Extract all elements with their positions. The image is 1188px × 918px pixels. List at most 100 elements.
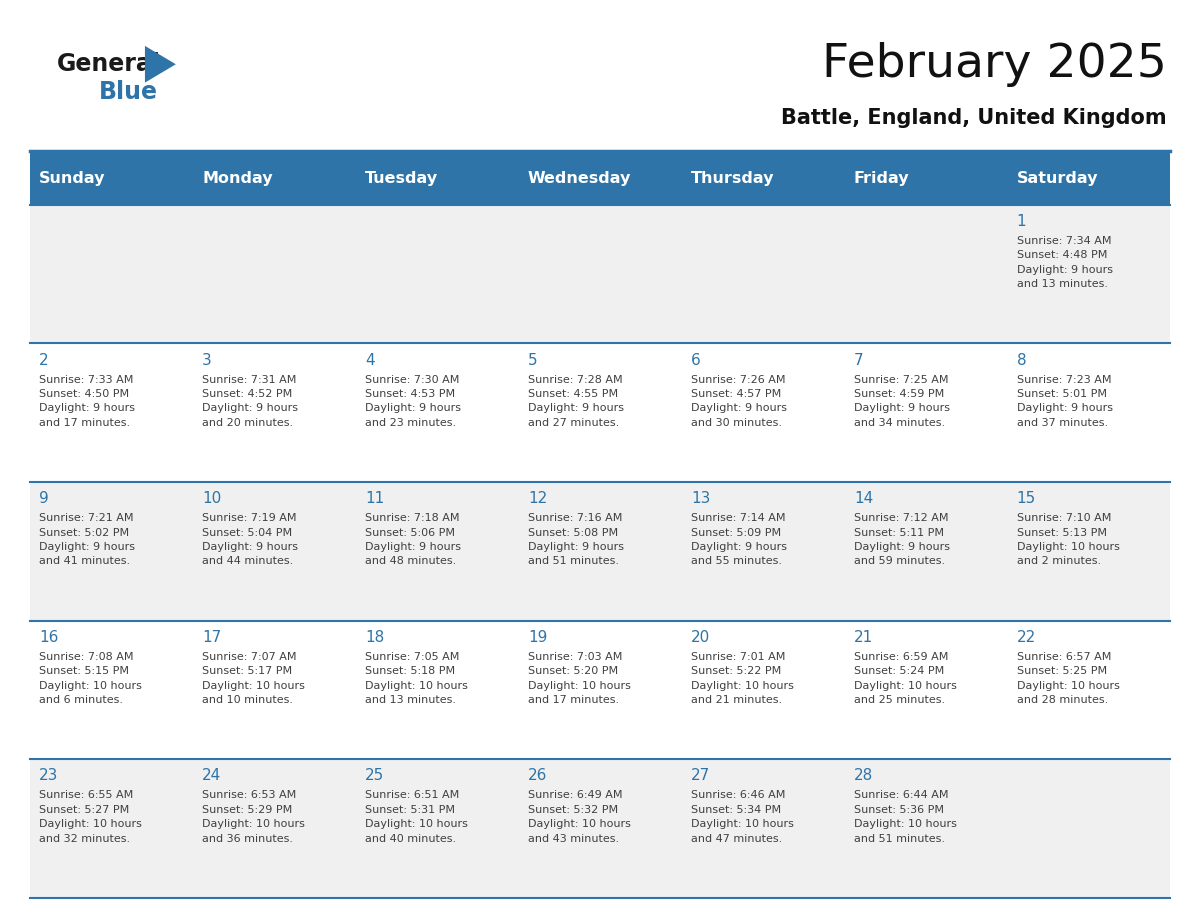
Text: Sunrise: 6:44 AM
Sunset: 5:36 PM
Daylight: 10 hours
and 51 minutes.: Sunrise: 6:44 AM Sunset: 5:36 PM Dayligh…: [854, 790, 956, 844]
Text: Blue: Blue: [99, 80, 158, 104]
FancyBboxPatch shape: [845, 482, 1007, 621]
Text: 28: 28: [854, 768, 873, 783]
Text: 21: 21: [854, 630, 873, 644]
FancyBboxPatch shape: [30, 759, 192, 898]
Text: Sunrise: 6:49 AM
Sunset: 5:32 PM
Daylight: 10 hours
and 43 minutes.: Sunrise: 6:49 AM Sunset: 5:32 PM Dayligh…: [527, 790, 631, 844]
FancyBboxPatch shape: [1007, 621, 1170, 759]
Text: 2: 2: [39, 353, 49, 367]
Text: Sunrise: 6:55 AM
Sunset: 5:27 PM
Daylight: 10 hours
and 32 minutes.: Sunrise: 6:55 AM Sunset: 5:27 PM Dayligh…: [39, 790, 143, 844]
Text: Sunrise: 7:10 AM
Sunset: 5:13 PM
Daylight: 10 hours
and 2 minutes.: Sunrise: 7:10 AM Sunset: 5:13 PM Dayligh…: [1017, 513, 1119, 566]
Text: 11: 11: [365, 491, 384, 506]
FancyBboxPatch shape: [518, 482, 682, 621]
Text: 15: 15: [1017, 491, 1036, 506]
FancyBboxPatch shape: [30, 343, 192, 482]
Text: 20: 20: [691, 630, 710, 644]
Text: Sunrise: 7:08 AM
Sunset: 5:15 PM
Daylight: 10 hours
and 6 minutes.: Sunrise: 7:08 AM Sunset: 5:15 PM Dayligh…: [39, 652, 143, 705]
Text: Tuesday: Tuesday: [365, 171, 438, 185]
Text: 6: 6: [691, 353, 701, 367]
Text: 24: 24: [202, 768, 221, 783]
Text: Sunrise: 6:53 AM
Sunset: 5:29 PM
Daylight: 10 hours
and 36 minutes.: Sunrise: 6:53 AM Sunset: 5:29 PM Dayligh…: [202, 790, 305, 844]
Text: Sunrise: 6:46 AM
Sunset: 5:34 PM
Daylight: 10 hours
and 47 minutes.: Sunrise: 6:46 AM Sunset: 5:34 PM Dayligh…: [691, 790, 794, 844]
Text: 25: 25: [365, 768, 384, 783]
Text: Sunrise: 7:07 AM
Sunset: 5:17 PM
Daylight: 10 hours
and 10 minutes.: Sunrise: 7:07 AM Sunset: 5:17 PM Dayligh…: [202, 652, 305, 705]
Text: 14: 14: [854, 491, 873, 506]
FancyBboxPatch shape: [355, 205, 518, 343]
Text: General: General: [57, 52, 160, 76]
FancyBboxPatch shape: [682, 343, 845, 482]
FancyBboxPatch shape: [192, 482, 355, 621]
FancyBboxPatch shape: [1007, 759, 1170, 898]
FancyBboxPatch shape: [518, 759, 682, 898]
Text: 13: 13: [691, 491, 710, 506]
FancyBboxPatch shape: [682, 759, 845, 898]
Text: 18: 18: [365, 630, 384, 644]
Text: Sunrise: 6:59 AM
Sunset: 5:24 PM
Daylight: 10 hours
and 25 minutes.: Sunrise: 6:59 AM Sunset: 5:24 PM Dayligh…: [854, 652, 956, 705]
Text: 22: 22: [1017, 630, 1036, 644]
Text: Sunrise: 7:19 AM
Sunset: 5:04 PM
Daylight: 9 hours
and 44 minutes.: Sunrise: 7:19 AM Sunset: 5:04 PM Dayligh…: [202, 513, 298, 566]
FancyBboxPatch shape: [845, 205, 1007, 343]
Text: Sunrise: 7:30 AM
Sunset: 4:53 PM
Daylight: 9 hours
and 23 minutes.: Sunrise: 7:30 AM Sunset: 4:53 PM Dayligh…: [365, 375, 461, 428]
Text: 9: 9: [39, 491, 49, 506]
Text: Sunrise: 6:57 AM
Sunset: 5:25 PM
Daylight: 10 hours
and 28 minutes.: Sunrise: 6:57 AM Sunset: 5:25 PM Dayligh…: [1017, 652, 1119, 705]
Text: 12: 12: [527, 491, 548, 506]
Text: Sunrise: 6:51 AM
Sunset: 5:31 PM
Daylight: 10 hours
and 40 minutes.: Sunrise: 6:51 AM Sunset: 5:31 PM Dayligh…: [365, 790, 468, 844]
Text: Wednesday: Wednesday: [527, 171, 631, 185]
Text: 5: 5: [527, 353, 538, 367]
FancyBboxPatch shape: [1007, 482, 1170, 621]
FancyBboxPatch shape: [192, 759, 355, 898]
FancyBboxPatch shape: [30, 482, 192, 621]
Text: Sunrise: 7:03 AM
Sunset: 5:20 PM
Daylight: 10 hours
and 17 minutes.: Sunrise: 7:03 AM Sunset: 5:20 PM Dayligh…: [527, 652, 631, 705]
Polygon shape: [145, 46, 176, 83]
Text: 3: 3: [202, 353, 211, 367]
Text: Sunrise: 7:28 AM
Sunset: 4:55 PM
Daylight: 9 hours
and 27 minutes.: Sunrise: 7:28 AM Sunset: 4:55 PM Dayligh…: [527, 375, 624, 428]
Text: 17: 17: [202, 630, 221, 644]
Text: Sunrise: 7:21 AM
Sunset: 5:02 PM
Daylight: 9 hours
and 41 minutes.: Sunrise: 7:21 AM Sunset: 5:02 PM Dayligh…: [39, 513, 135, 566]
Text: 1: 1: [1017, 214, 1026, 229]
FancyBboxPatch shape: [682, 482, 845, 621]
FancyBboxPatch shape: [518, 343, 682, 482]
Text: Sunrise: 7:33 AM
Sunset: 4:50 PM
Daylight: 9 hours
and 17 minutes.: Sunrise: 7:33 AM Sunset: 4:50 PM Dayligh…: [39, 375, 135, 428]
Text: Sunrise: 7:31 AM
Sunset: 4:52 PM
Daylight: 9 hours
and 20 minutes.: Sunrise: 7:31 AM Sunset: 4:52 PM Dayligh…: [202, 375, 298, 428]
FancyBboxPatch shape: [30, 205, 192, 343]
Text: 27: 27: [691, 768, 710, 783]
FancyBboxPatch shape: [682, 205, 845, 343]
Text: 10: 10: [202, 491, 221, 506]
Text: Sunrise: 7:12 AM
Sunset: 5:11 PM
Daylight: 9 hours
and 59 minutes.: Sunrise: 7:12 AM Sunset: 5:11 PM Dayligh…: [854, 513, 950, 566]
FancyBboxPatch shape: [355, 759, 518, 898]
Text: Sunrise: 7:18 AM
Sunset: 5:06 PM
Daylight: 9 hours
and 48 minutes.: Sunrise: 7:18 AM Sunset: 5:06 PM Dayligh…: [365, 513, 461, 566]
FancyBboxPatch shape: [845, 621, 1007, 759]
Text: Sunrise: 7:23 AM
Sunset: 5:01 PM
Daylight: 9 hours
and 37 minutes.: Sunrise: 7:23 AM Sunset: 5:01 PM Dayligh…: [1017, 375, 1113, 428]
FancyBboxPatch shape: [1007, 205, 1170, 343]
Text: Friday: Friday: [854, 171, 910, 185]
FancyBboxPatch shape: [30, 151, 1170, 205]
FancyBboxPatch shape: [192, 343, 355, 482]
FancyBboxPatch shape: [355, 343, 518, 482]
FancyBboxPatch shape: [355, 482, 518, 621]
Text: Sunday: Sunday: [39, 171, 106, 185]
FancyBboxPatch shape: [518, 205, 682, 343]
FancyBboxPatch shape: [682, 621, 845, 759]
FancyBboxPatch shape: [30, 621, 192, 759]
Text: 23: 23: [39, 768, 58, 783]
Text: 26: 26: [527, 768, 548, 783]
Text: Monday: Monday: [202, 171, 273, 185]
Text: Sunrise: 7:05 AM
Sunset: 5:18 PM
Daylight: 10 hours
and 13 minutes.: Sunrise: 7:05 AM Sunset: 5:18 PM Dayligh…: [365, 652, 468, 705]
FancyBboxPatch shape: [192, 205, 355, 343]
Text: 8: 8: [1017, 353, 1026, 367]
Text: Sunrise: 7:34 AM
Sunset: 4:48 PM
Daylight: 9 hours
and 13 minutes.: Sunrise: 7:34 AM Sunset: 4:48 PM Dayligh…: [1017, 236, 1113, 289]
Text: Battle, England, United Kingdom: Battle, England, United Kingdom: [781, 107, 1167, 128]
FancyBboxPatch shape: [845, 759, 1007, 898]
Text: 19: 19: [527, 630, 548, 644]
Text: Thursday: Thursday: [691, 171, 775, 185]
Text: February 2025: February 2025: [822, 41, 1167, 87]
FancyBboxPatch shape: [1007, 343, 1170, 482]
Text: Sunrise: 7:16 AM
Sunset: 5:08 PM
Daylight: 9 hours
and 51 minutes.: Sunrise: 7:16 AM Sunset: 5:08 PM Dayligh…: [527, 513, 624, 566]
Text: 4: 4: [365, 353, 374, 367]
Text: 16: 16: [39, 630, 58, 644]
Text: Sunrise: 7:26 AM
Sunset: 4:57 PM
Daylight: 9 hours
and 30 minutes.: Sunrise: 7:26 AM Sunset: 4:57 PM Dayligh…: [691, 375, 786, 428]
Text: Saturday: Saturday: [1017, 171, 1098, 185]
Text: 7: 7: [854, 353, 864, 367]
FancyBboxPatch shape: [845, 343, 1007, 482]
FancyBboxPatch shape: [355, 621, 518, 759]
Text: Sunrise: 7:01 AM
Sunset: 5:22 PM
Daylight: 10 hours
and 21 minutes.: Sunrise: 7:01 AM Sunset: 5:22 PM Dayligh…: [691, 652, 794, 705]
